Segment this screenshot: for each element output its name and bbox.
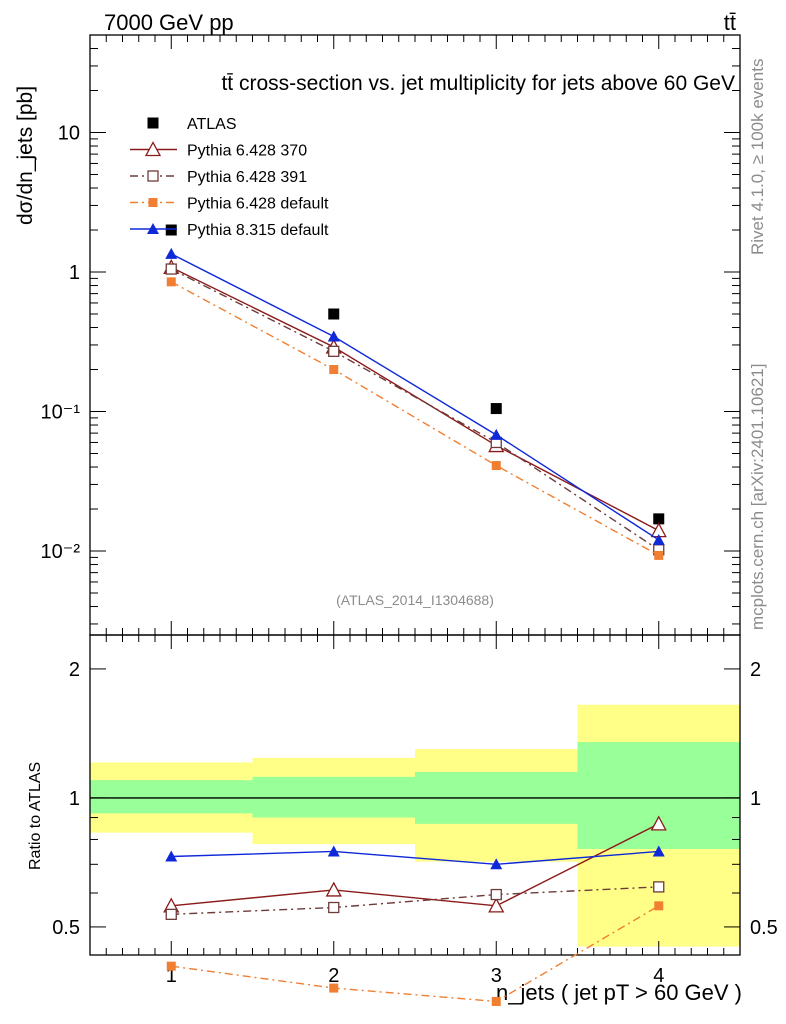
y-tick-label-ratio-right: 1 <box>750 788 761 810</box>
band-inner-4 <box>577 742 740 850</box>
data-point <box>490 428 503 440</box>
series-pythia-6-428-391 <box>165 263 665 556</box>
data-point <box>165 247 178 259</box>
ratio-point <box>654 901 664 911</box>
y-tick-label-ratio-right: 0.5 <box>750 917 778 939</box>
data-point <box>328 345 340 357</box>
legend-item: ATLAS <box>147 116 237 133</box>
energy-label: 7000 GeV pp <box>104 10 234 35</box>
data-point <box>328 308 340 320</box>
band-inner-2 <box>252 776 415 818</box>
y-tick-label-main: 10 <box>58 123 80 145</box>
y-tick-label-ratio: 1 <box>69 788 80 810</box>
ratio-point <box>165 850 178 862</box>
data-point <box>654 550 664 560</box>
x-tick-label: 2 <box>328 965 339 987</box>
ratio-point <box>652 845 665 857</box>
data-point <box>652 533 665 545</box>
ratio-pythia-6-428-default <box>166 901 664 1006</box>
ratio-point <box>329 983 339 993</box>
legend-item: Pythia 6.428 370 <box>130 141 307 160</box>
plot-title: tt̄ cross-section vs. jet multiplicity f… <box>221 72 735 95</box>
ratio-point <box>488 897 505 913</box>
series-atlas <box>165 224 665 525</box>
ratio-line <box>171 850 659 866</box>
y-tick-label-main: 10⁻¹ <box>41 402 81 424</box>
data-point <box>327 330 340 342</box>
x-tick-label: 4 <box>653 965 664 987</box>
x-tick-label: 3 <box>491 965 502 987</box>
data-point <box>653 513 665 525</box>
legend-item: Pythia 8.315 default <box>130 222 329 239</box>
rivet-label: Rivet 4.1.0, ≥ 100k events <box>748 59 767 255</box>
y-tick-label-main: 10⁻² <box>41 541 81 563</box>
analysis-id: (ATLAS_2014_I1304688) <box>336 592 494 608</box>
tick-labels: 1 2 3 4 10 1 10⁻¹ 10⁻² 2 2 1 1 0.5 0.5 <box>41 123 778 987</box>
ratio-pythia-6-428-391 <box>165 881 665 920</box>
data-point <box>491 461 501 471</box>
series-pythia-8-315-default <box>165 247 665 545</box>
ratio-point <box>165 908 177 920</box>
ratio-point <box>166 961 176 971</box>
band-inner-1 <box>90 780 253 814</box>
legend-label: ATLAS <box>187 116 237 133</box>
series-pythia-6-428-default <box>166 277 664 560</box>
series-line <box>170 266 660 532</box>
data-point <box>490 403 502 415</box>
legend-label: Pythia 8.315 default <box>187 222 329 239</box>
ratio-point <box>650 815 667 831</box>
legend-marker <box>147 117 159 129</box>
data-point <box>165 224 177 236</box>
series-line <box>170 253 660 541</box>
series-line <box>170 281 660 557</box>
ratio-line <box>171 823 660 907</box>
y-tick-label-main: 1 <box>69 262 80 284</box>
y-tick-label-ratio: 2 <box>69 659 80 681</box>
mcplots-label: mcplots.cern.ch [arXiv:2401.10621] <box>748 364 767 630</box>
legend-label: Pythia 6.428 default <box>187 196 329 213</box>
process-label: tt̄ <box>724 10 736 35</box>
legend-label: Pythia 6.428 391 <box>187 169 307 186</box>
x-tick-label: 1 <box>166 965 177 987</box>
legend-marker <box>147 223 159 234</box>
ratio-point <box>325 881 342 897</box>
x-axis-label: n_jets ( jet pT > 60 GeV ) <box>496 980 742 1005</box>
ratio-point <box>327 845 340 857</box>
legend-marker <box>148 198 158 207</box>
legend-marker <box>147 170 159 182</box>
axis-ticks <box>89 34 741 955</box>
ratio-pythia-6-428-370 <box>163 815 667 913</box>
y-axis-label-ratio: Ratio to ATLAS <box>27 762 44 870</box>
y-tick-label-ratio: 0.5 <box>52 917 80 939</box>
main-series-group <box>163 224 667 560</box>
legend-label: Pythia 6.428 370 <box>187 143 307 160</box>
ratio-point <box>328 901 340 914</box>
ratio-uncertainty-bands <box>90 704 740 947</box>
legend-item: Pythia 6.428 default <box>130 196 329 213</box>
ratio-point <box>490 858 503 870</box>
data-point <box>166 277 176 287</box>
ratio-point <box>653 881 665 893</box>
ratio-pythia-8-315-default <box>165 845 665 870</box>
data-point <box>165 263 177 275</box>
data-point <box>329 365 339 375</box>
ratio-point <box>491 996 501 1006</box>
y-tick-label-ratio-right: 2 <box>750 659 761 681</box>
legend: ATLAS Pythia 6.428 370 Pythia 6.428 391 Pyt… <box>130 116 329 239</box>
ratio-series-group <box>163 815 667 1006</box>
legend-marker <box>144 141 162 157</box>
series-line <box>170 268 660 551</box>
legend-item: Pythia 6.428 391 <box>130 169 307 186</box>
ratio-point <box>490 888 502 901</box>
y-axis-label-main: dσ/dn_jets [pb] <box>14 86 37 225</box>
ratio-line <box>171 905 660 1003</box>
